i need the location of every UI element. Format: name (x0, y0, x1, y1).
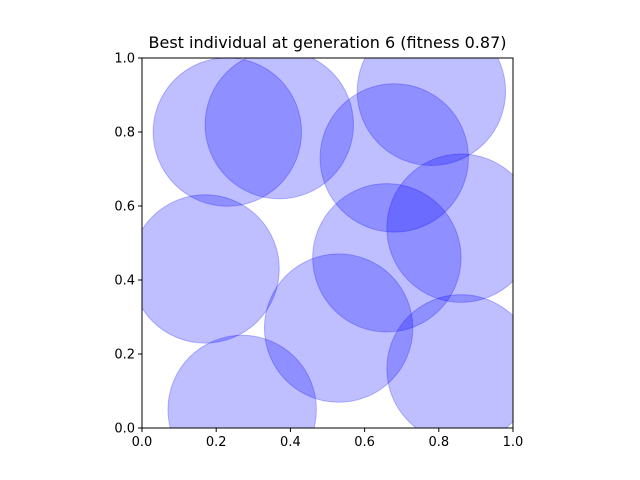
x-tick-label-3: 0.6 (354, 435, 375, 450)
y-tick-label-5: 1.0 (114, 52, 135, 67)
x-tick-label-1: 0.2 (206, 435, 227, 450)
x-tick-label-4: 0.8 (428, 435, 449, 450)
x-tick-label-5: 1.0 (503, 435, 524, 450)
y-tick-label-2: 0.4 (114, 274, 135, 289)
circle-9 (167, 334, 317, 428)
circle-5 (142, 194, 280, 344)
plot-frame (141, 57, 514, 429)
chart-title: Best individual at generation 6 (fitness… (149, 33, 507, 52)
y-tick-label-0: 0.0 (114, 422, 135, 437)
circles-layer (142, 58, 513, 428)
x-tick-label-2: 0.4 (280, 435, 301, 450)
circle-4 (386, 153, 513, 303)
circle-7 (263, 253, 414, 403)
y-tick-label-4: 0.8 (114, 126, 135, 141)
y-tick-label-1: 0.2 (114, 348, 135, 363)
circle-2 (356, 58, 507, 166)
circle-8 (386, 294, 513, 428)
circle-6 (312, 183, 462, 333)
ticks-layer: 0.0 0.2 0.4 0.6 0.8 1.0 0.0 0.2 0.4 0.6 0.8 1.0 (114, 52, 523, 451)
x-tick-label-0: 0.0 (132, 435, 153, 450)
plot-area (142, 58, 513, 428)
circle-0 (152, 58, 303, 207)
circle-1 (204, 58, 354, 200)
y-tick-label-3: 0.6 (114, 200, 135, 215)
circle-3 (319, 83, 469, 233)
